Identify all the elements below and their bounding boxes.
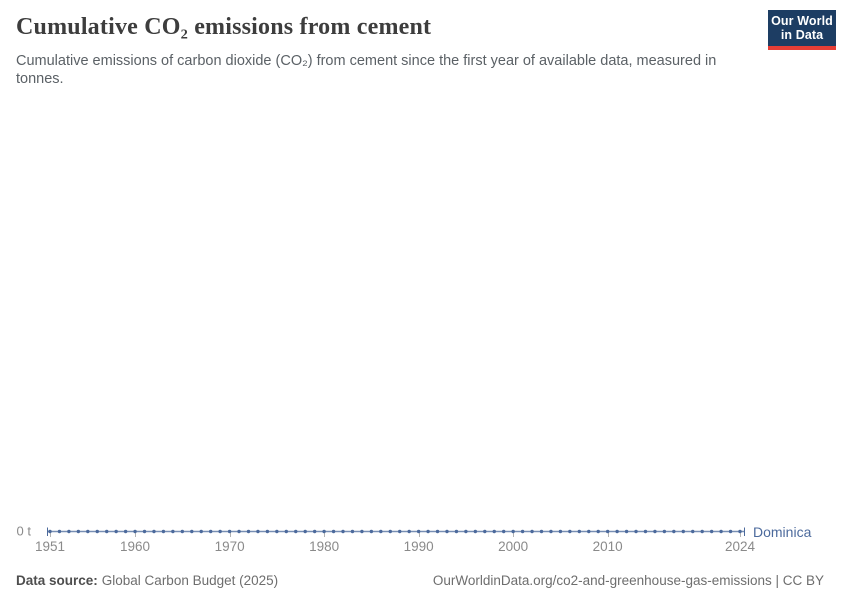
footer-source: Data source: Global Carbon Budget (2025)	[16, 573, 278, 588]
owid-logo-line1: Our World	[771, 14, 833, 28]
footer-citation-link[interactable]: OurWorldinData.org/co2-and-greenhouse-ga…	[432, 573, 824, 588]
series-entity-label[interactable]: Dominica	[753, 524, 812, 540]
chart-subtitle: Cumulative emissions of carbon dioxide (…	[16, 53, 717, 87]
svg-text:2010: 2010	[593, 539, 623, 554]
svg-text:1980: 1980	[309, 539, 339, 554]
chart-footer: Data source: Global Carbon Budget (2025) …	[0, 573, 850, 588]
svg-text:1951: 1951	[35, 539, 65, 554]
svg-text:1960: 1960	[120, 539, 150, 554]
footer-source-label: Data source:	[16, 573, 98, 588]
svg-text:2000: 2000	[498, 539, 528, 554]
svg-text:1990: 1990	[404, 539, 434, 554]
chart-title: Cumulative CO₂ emissions from cement	[16, 14, 432, 40]
svg-text:0 t: 0 t	[17, 524, 32, 539]
footer-source-value: Global Carbon Budget (2025)	[101, 573, 279, 588]
owid-logo[interactable]: Our World in Data	[768, 10, 836, 50]
svg-text:2024: 2024	[725, 539, 756, 554]
svg-text:1970: 1970	[215, 539, 245, 554]
owid-logo-line2: in Data	[780, 28, 824, 42]
